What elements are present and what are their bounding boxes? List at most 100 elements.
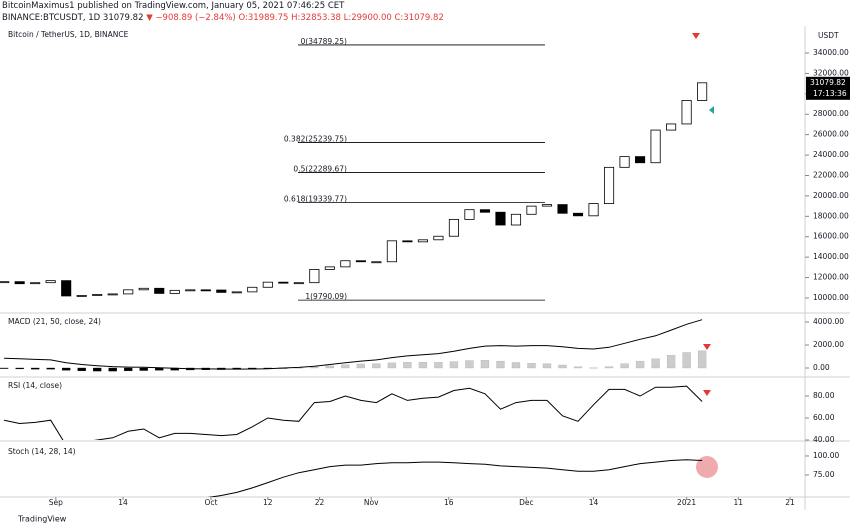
histogram-bar	[496, 360, 505, 369]
histogram-bar	[124, 367, 133, 372]
candle	[138, 287, 149, 291]
y-tick-label: 40.00	[813, 435, 835, 444]
pane	[0, 82, 708, 297]
y-tick-label: 28000.00	[813, 109, 849, 118]
candle	[479, 209, 491, 213]
candle	[448, 218, 459, 237]
y-tick-label: 4000.00	[813, 317, 844, 326]
candle	[681, 100, 692, 125]
x-tick-label: 11	[734, 498, 744, 507]
histogram-bar	[465, 360, 474, 369]
candle	[541, 204, 553, 207]
candle	[417, 239, 428, 243]
rsi-title: RSI (14, close)	[8, 381, 62, 390]
histogram-bar	[46, 367, 55, 370]
candle	[650, 129, 661, 164]
x-tick-label: 14	[589, 498, 599, 507]
histogram-bar	[356, 363, 366, 369]
fib-label: 0.618(19339.77)	[284, 195, 347, 204]
x-tick-label: Sep	[49, 498, 63, 507]
histogram-bar	[434, 362, 443, 369]
signal-arrow	[709, 106, 714, 114]
histogram-bar	[666, 355, 676, 369]
histogram-bar	[682, 352, 691, 369]
candle	[697, 82, 708, 101]
countdown: 17:13:36	[813, 89, 847, 98]
histogram-bar	[15, 367, 24, 370]
candle	[14, 281, 25, 285]
histogram-bar	[449, 361, 459, 369]
fib-label: 0.382(25239.75)	[284, 134, 347, 143]
candle	[0, 281, 10, 284]
histogram-bar	[651, 358, 660, 369]
currency: USDT	[818, 31, 839, 40]
candle	[355, 260, 366, 263]
candle	[619, 156, 630, 168]
y-tick-label: 75.00	[813, 470, 835, 479]
price-tag-bg	[806, 76, 850, 100]
candle	[231, 291, 242, 294]
histogram-bar	[31, 367, 40, 370]
candle	[45, 280, 56, 284]
candle	[572, 212, 584, 217]
candle	[495, 211, 506, 226]
x-tick-label: Nov	[364, 498, 379, 507]
candle	[371, 261, 382, 264]
x-tick-label: 21	[785, 498, 795, 507]
y-tick-label: 24000.00	[813, 150, 849, 159]
price: 31079.82	[102, 13, 144, 23]
histogram-bar	[341, 364, 350, 369]
highlight-circle	[696, 456, 718, 478]
candle	[293, 282, 304, 285]
change: ▼ −908.89 (−2.84%)	[146, 13, 236, 23]
candle	[169, 289, 180, 294]
y-tick-label: 12000.00	[813, 273, 849, 282]
candle	[324, 266, 335, 270]
fib-label: 0(34789.25)	[301, 37, 347, 46]
signal-arrow	[703, 390, 711, 396]
signal-arrow	[703, 344, 711, 350]
pane	[0, 319, 707, 372]
y-tick-label: 20000.00	[813, 191, 849, 200]
stoch-title: Stoch (14, 28, 14)	[8, 447, 76, 456]
fib-label: 0.5(22289.67)	[293, 165, 347, 174]
candle	[603, 166, 615, 204]
y-tick-label: 34000.00	[813, 48, 849, 57]
candle	[464, 209, 475, 220]
candle	[666, 123, 677, 131]
histogram-bar	[310, 366, 319, 369]
histogram-bar	[573, 366, 583, 369]
histogram-bar	[511, 362, 521, 369]
histogram-bar	[480, 360, 490, 369]
y-tick-label: 22000.00	[813, 170, 849, 179]
candle	[433, 235, 444, 241]
candle	[262, 281, 273, 288]
y-tick-label: 0.00	[813, 363, 830, 372]
x-tick-label: 12	[263, 498, 273, 507]
y-tick-label: 32000.00	[813, 68, 849, 77]
y-tick-label: 26000.00	[813, 130, 849, 139]
y-tick-label: 100.00	[813, 451, 839, 460]
x-tick-label: Oct	[204, 498, 217, 507]
line	[4, 319, 703, 370]
histogram-bar	[697, 350, 707, 369]
candle	[510, 213, 522, 226]
candle	[123, 289, 134, 295]
signal-arrow	[692, 33, 700, 39]
footer-bg	[0, 510, 850, 529]
histogram-bar	[635, 360, 645, 369]
line	[3, 385, 703, 440]
y-tick-label: 10000.00	[813, 293, 849, 302]
histogram-bar	[62, 367, 71, 371]
histogram-bar	[93, 367, 102, 372]
candle	[185, 289, 196, 292]
histogram-bar	[403, 362, 412, 369]
footer-brand: TradingView	[17, 515, 67, 524]
main-title: Bitcoin / TetherUS, 1D, BINANCE	[8, 30, 129, 39]
candle	[107, 293, 118, 296]
x-tick-label: 2021	[677, 498, 696, 507]
histogram-bar	[387, 362, 397, 369]
histogram-bar	[0, 367, 9, 369]
